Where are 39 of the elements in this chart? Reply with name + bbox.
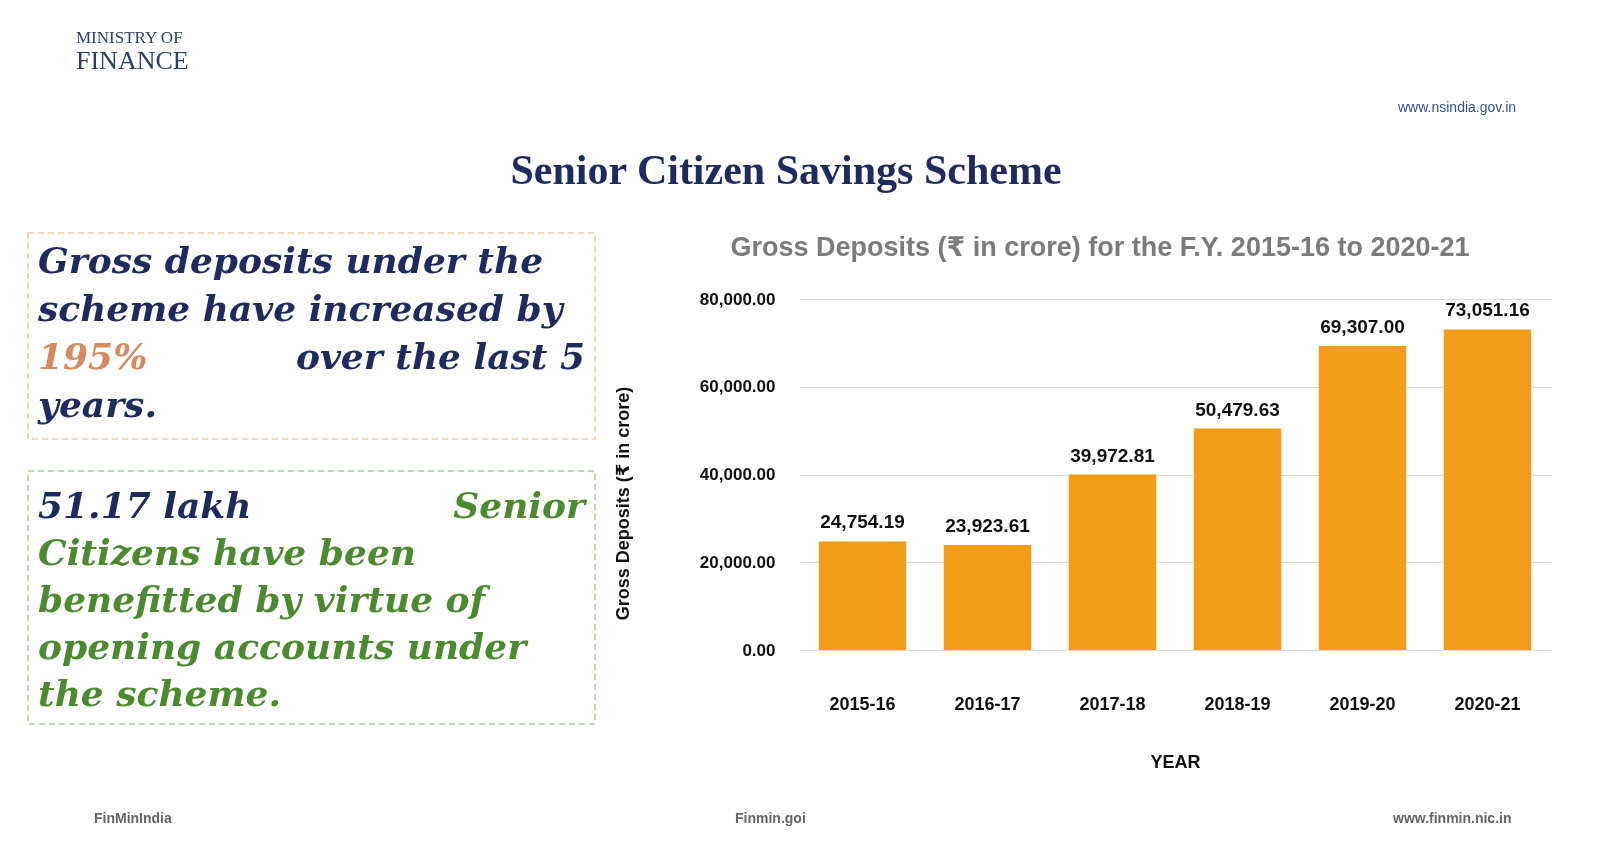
data-label: 24,754.19 [820, 511, 905, 533]
chart-title: Senior Citizen Savings Scheme [510, 147, 1062, 193]
bar [1443, 329, 1532, 650]
y-tick-label: 0.00 [742, 640, 776, 660]
y-tick-label: 40,000.00 [699, 465, 776, 484]
data-label: 39,972.81 [1070, 444, 1156, 466]
text: 195% [38, 335, 148, 377]
y-tick-label: 80,000.00 [699, 289, 776, 309]
x-tick-label: 2017-18 [1079, 693, 1146, 714]
text: over the last 5 [295, 335, 585, 377]
chart-subtitle: Gross Deposits (₹ in crore) for the F.Y. 2015-16 to 2020-21 [730, 232, 1470, 262]
text: www.nsindia.gov.in [1397, 99, 1517, 115]
bar [1318, 345, 1407, 650]
bar [943, 545, 1032, 650]
data-label: 69,307.00 [1320, 315, 1405, 337]
text: Finmin.goi [735, 810, 806, 826]
data-label: 73,051.16 [1445, 299, 1530, 321]
x-tick-label: 2016-17 [954, 693, 1021, 714]
x-axis-title: YEAR [1150, 751, 1201, 772]
text: www.finmin.nic.in [1392, 810, 1512, 826]
y-axis-title: Gross Deposits (₹ in crore) [612, 386, 633, 621]
data-label: 50,479.63 [1195, 398, 1280, 420]
text: 51.17 lakh [38, 484, 252, 526]
x-tick-label: 2019-20 [1329, 693, 1396, 714]
x-tick-label: 2015-16 [829, 693, 896, 714]
text: years. [37, 383, 157, 425]
x-tick-label: 2020-21 [1454, 693, 1521, 714]
text: FINANCE [76, 46, 189, 75]
y-tick-label: 60,000.00 [699, 377, 776, 397]
y-tick-label: 20,000.00 [699, 552, 776, 572]
bar [818, 541, 907, 650]
text: MINISTRY OF [76, 28, 183, 47]
bar [1068, 474, 1157, 650]
text: FinMinIndia [94, 810, 172, 826]
x-tick-label: 2018-19 [1204, 693, 1271, 714]
data-label: 23,923.61 [945, 515, 1031, 537]
text: Citizens have been benefitted by virtue of opening accounts under the scheme. [38, 531, 530, 714]
bar [1193, 428, 1282, 650]
text: Senior [453, 484, 589, 526]
